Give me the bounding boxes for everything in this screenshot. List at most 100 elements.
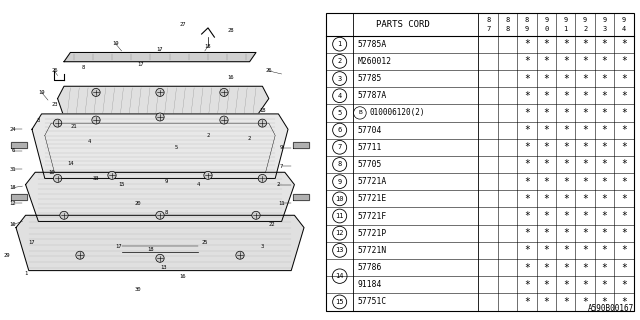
Circle shape xyxy=(220,116,228,124)
Text: *: * xyxy=(621,108,627,118)
Text: 25: 25 xyxy=(202,240,208,245)
Text: 16: 16 xyxy=(227,75,234,80)
Text: 57785: 57785 xyxy=(358,74,382,83)
Text: 8: 8 xyxy=(164,210,168,215)
Text: *: * xyxy=(582,108,588,118)
Text: 57787A: 57787A xyxy=(358,91,387,100)
Text: 1: 1 xyxy=(564,26,568,32)
Text: 13: 13 xyxy=(160,265,166,270)
Text: *: * xyxy=(582,297,588,307)
Text: *: * xyxy=(563,177,569,187)
Text: *: * xyxy=(602,125,607,135)
Circle shape xyxy=(258,119,267,127)
Text: *: * xyxy=(582,280,588,290)
Circle shape xyxy=(156,113,164,121)
Circle shape xyxy=(54,174,61,182)
Text: 12: 12 xyxy=(335,230,344,236)
Text: 7: 7 xyxy=(337,144,342,150)
Text: 57705: 57705 xyxy=(358,160,382,169)
Polygon shape xyxy=(292,194,309,200)
Text: *: * xyxy=(543,39,549,49)
Text: *: * xyxy=(582,194,588,204)
Text: 8: 8 xyxy=(506,17,509,23)
Text: *: * xyxy=(543,297,549,307)
Text: 1: 1 xyxy=(337,41,342,47)
Polygon shape xyxy=(16,215,304,271)
Text: *: * xyxy=(602,297,607,307)
Text: *: * xyxy=(621,177,627,187)
Text: 57721P: 57721P xyxy=(358,229,387,238)
Circle shape xyxy=(220,88,228,96)
Text: 57721E: 57721E xyxy=(358,194,387,203)
Circle shape xyxy=(92,88,100,96)
Text: *: * xyxy=(621,245,627,255)
Text: 57721A: 57721A xyxy=(358,177,387,186)
Text: *: * xyxy=(602,56,607,66)
Text: *: * xyxy=(621,280,627,290)
Text: 57785A: 57785A xyxy=(358,40,387,49)
Text: *: * xyxy=(563,194,569,204)
Text: 19: 19 xyxy=(38,90,45,95)
Text: *: * xyxy=(563,108,569,118)
Text: *: * xyxy=(621,142,627,152)
Text: 2: 2 xyxy=(206,133,210,138)
Circle shape xyxy=(108,172,116,179)
Text: 0: 0 xyxy=(544,26,548,32)
Text: 57721N: 57721N xyxy=(358,246,387,255)
Text: 17: 17 xyxy=(29,240,35,245)
Text: 57704: 57704 xyxy=(358,125,382,135)
Circle shape xyxy=(204,172,212,179)
Text: *: * xyxy=(524,228,530,238)
Text: M260012: M260012 xyxy=(358,57,392,66)
Text: 10: 10 xyxy=(335,196,344,202)
Text: *: * xyxy=(543,228,549,238)
Text: 11: 11 xyxy=(278,201,285,205)
Circle shape xyxy=(156,254,164,262)
Text: 21: 21 xyxy=(70,124,77,129)
Text: *: * xyxy=(602,177,607,187)
Text: 6: 6 xyxy=(11,148,15,153)
Text: *: * xyxy=(524,211,530,221)
Text: 9: 9 xyxy=(337,179,342,185)
Text: 2: 2 xyxy=(276,182,280,187)
Text: 57711: 57711 xyxy=(358,143,382,152)
Text: 9: 9 xyxy=(280,145,284,150)
Text: 13: 13 xyxy=(335,247,344,253)
Text: 1: 1 xyxy=(24,271,28,276)
Text: *: * xyxy=(602,159,607,170)
Text: *: * xyxy=(543,263,549,273)
Text: *: * xyxy=(563,245,569,255)
Text: 8: 8 xyxy=(525,17,529,23)
Text: *: * xyxy=(602,91,607,101)
Circle shape xyxy=(236,251,244,259)
Text: *: * xyxy=(524,56,530,66)
Text: *: * xyxy=(563,263,569,273)
Text: *: * xyxy=(524,39,530,49)
Text: 33: 33 xyxy=(93,176,99,181)
Text: *: * xyxy=(621,74,627,84)
Text: *: * xyxy=(621,159,627,170)
Text: *: * xyxy=(582,159,588,170)
Text: 19: 19 xyxy=(112,41,118,46)
Text: *: * xyxy=(582,56,588,66)
Text: 57786: 57786 xyxy=(358,263,382,272)
Polygon shape xyxy=(32,114,288,179)
Text: 9: 9 xyxy=(544,17,548,23)
Text: 8: 8 xyxy=(506,26,509,32)
Circle shape xyxy=(54,119,61,127)
Text: *: * xyxy=(582,125,588,135)
Text: *: * xyxy=(543,194,549,204)
Text: *: * xyxy=(563,125,569,135)
Text: *: * xyxy=(563,56,569,66)
Text: 24: 24 xyxy=(10,127,16,132)
Text: 8: 8 xyxy=(337,162,342,167)
Circle shape xyxy=(156,211,164,219)
Text: *: * xyxy=(582,228,588,238)
Text: *: * xyxy=(524,125,530,135)
Text: 5: 5 xyxy=(174,145,178,150)
Text: *: * xyxy=(563,228,569,238)
Text: *: * xyxy=(621,56,627,66)
Text: *: * xyxy=(524,280,530,290)
Text: *: * xyxy=(582,74,588,84)
Text: *: * xyxy=(563,159,569,170)
